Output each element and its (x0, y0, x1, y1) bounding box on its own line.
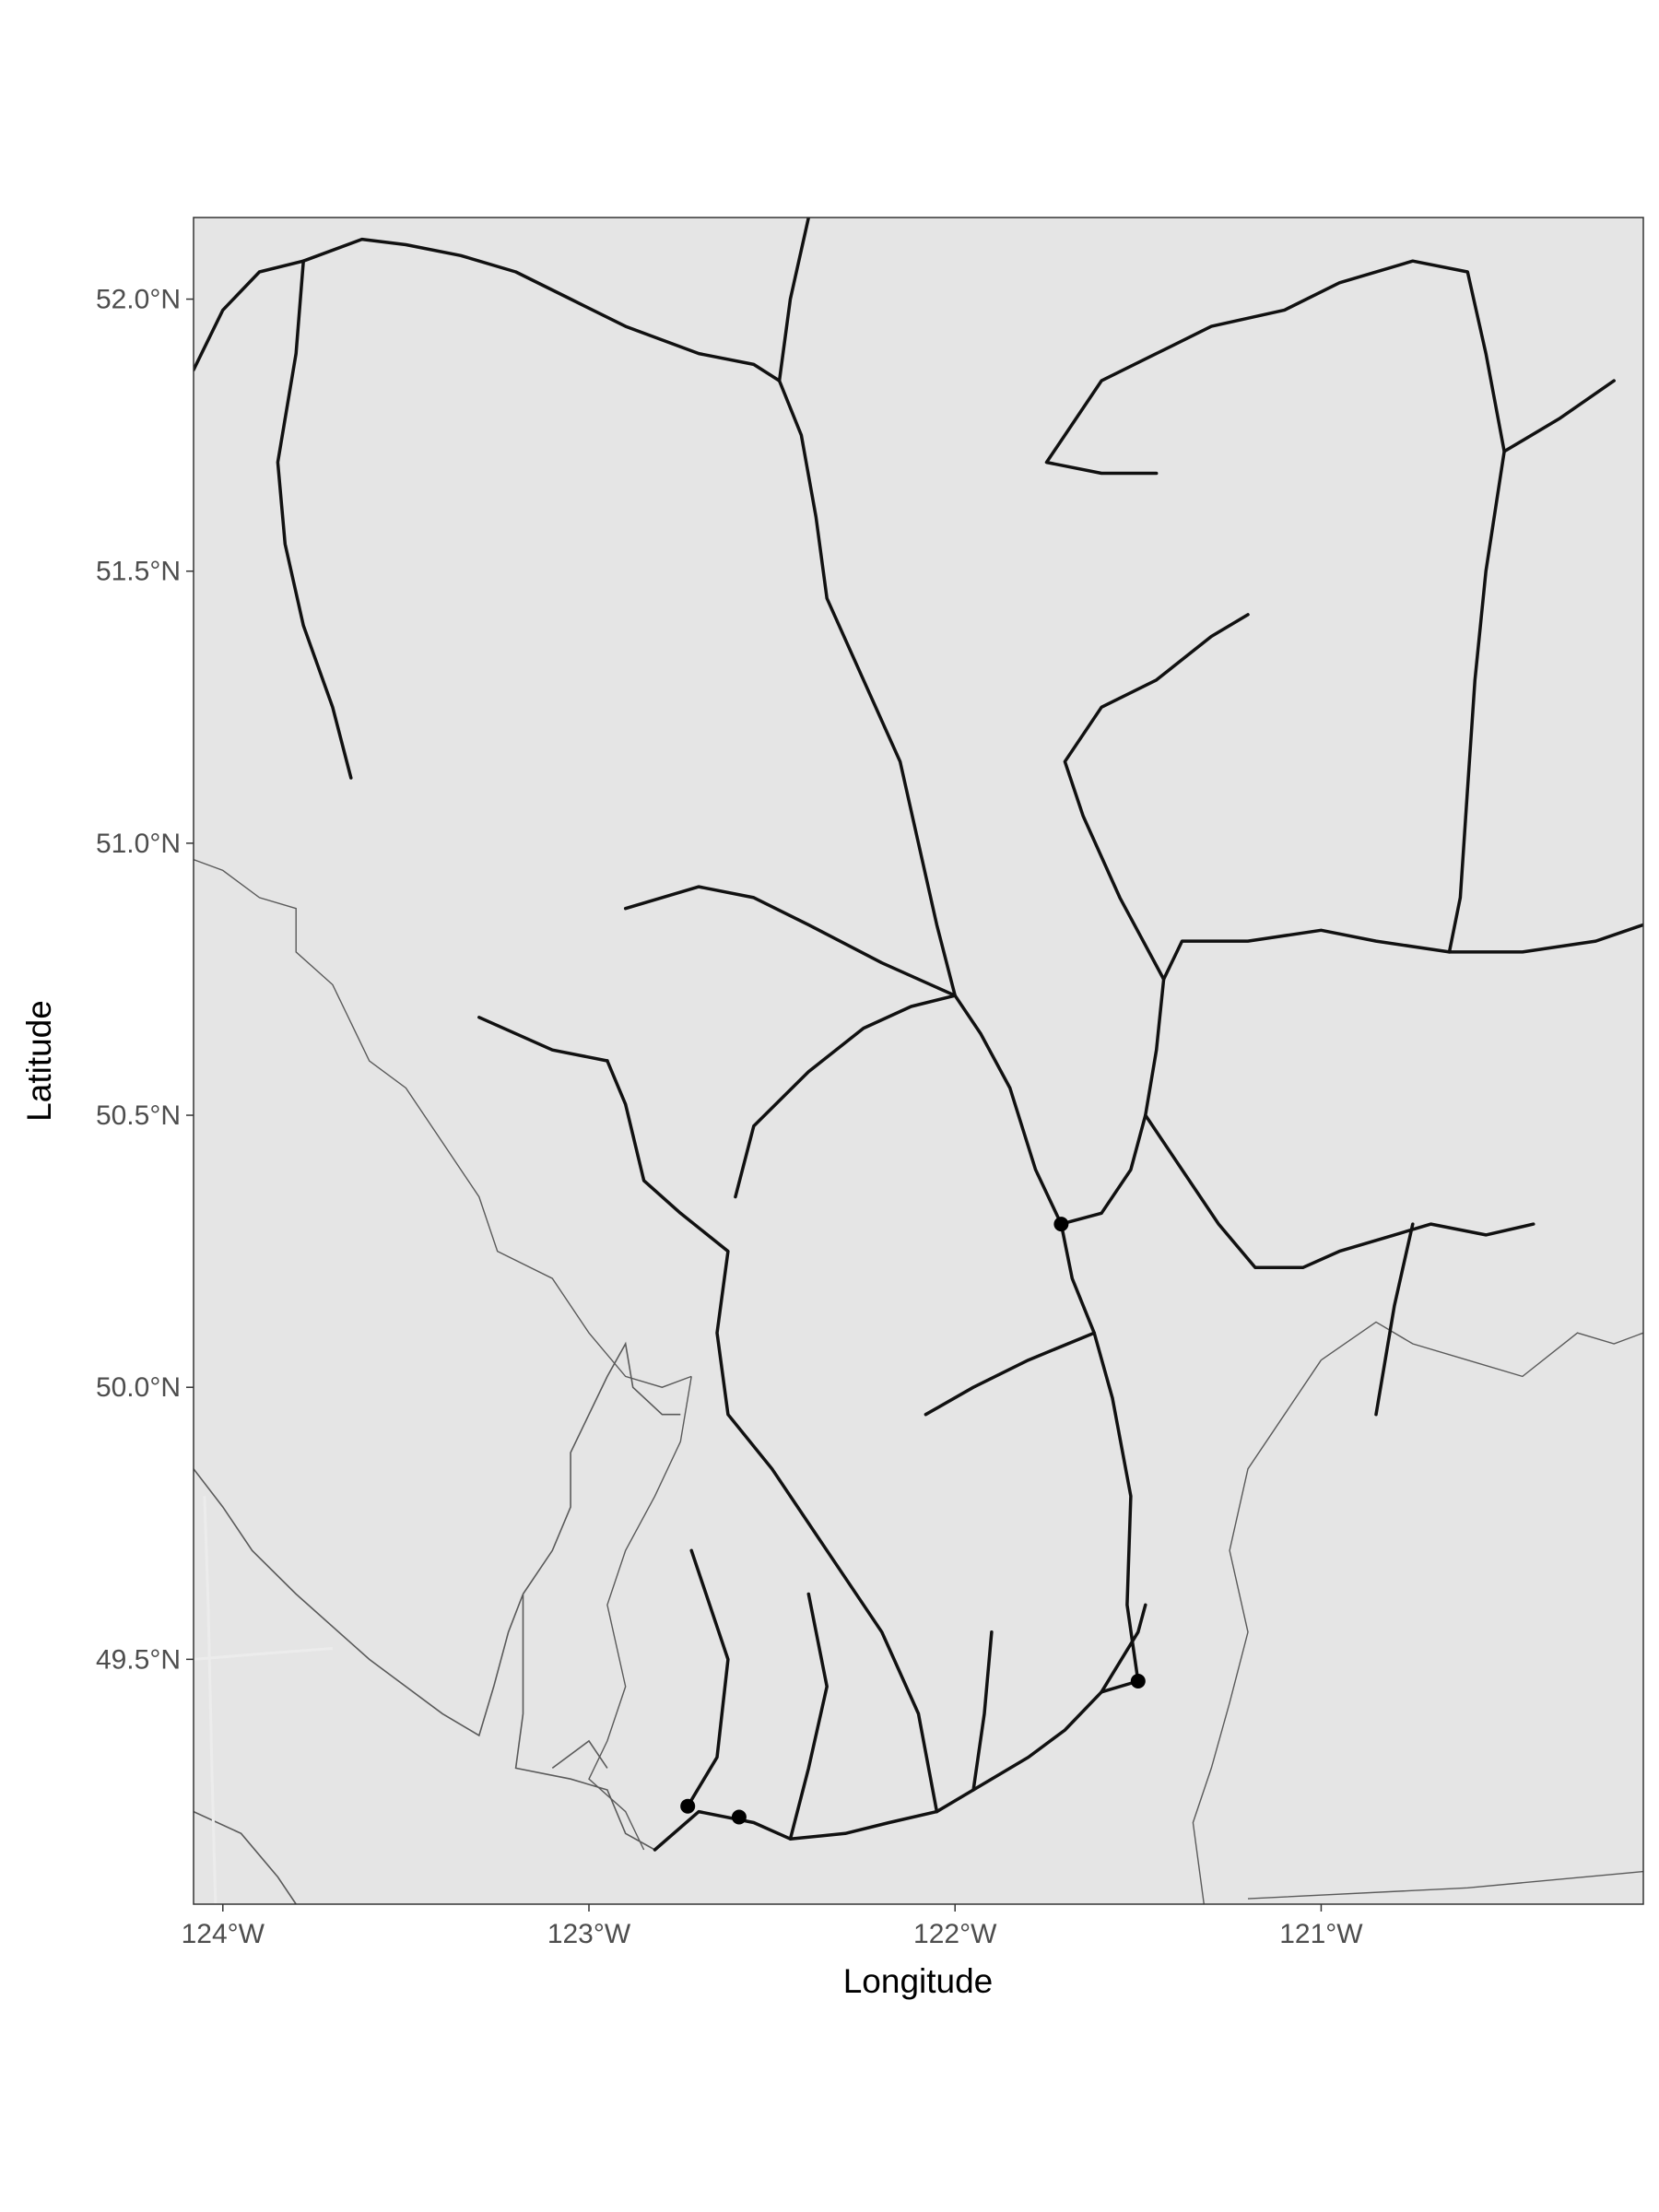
river-line (788, 1592, 829, 1841)
river-line (1447, 379, 1616, 954)
admin-boundary-line (194, 858, 692, 1388)
roads-layer (194, 1496, 334, 1904)
x-tick-label: 122°W (913, 1919, 997, 1949)
admin-boundary-line (1192, 1359, 1322, 1904)
coastline-segment (551, 1739, 608, 1770)
y-tick-label: 52.0°N (96, 285, 181, 315)
station-point (680, 1798, 696, 1814)
river-line (1059, 923, 1643, 1226)
river-line (777, 218, 811, 382)
coastline-segment (194, 1810, 297, 1904)
river-line (301, 237, 782, 382)
road-line (203, 1496, 218, 1904)
y-tick-label: 50.0°N (96, 1372, 181, 1403)
coastline-segment (522, 1341, 681, 1594)
river-line (623, 885, 957, 997)
y-tick-label: 50.5°N (96, 1100, 181, 1131)
river-line (1044, 259, 1506, 476)
admin-boundary-line (1247, 1870, 1643, 1900)
river-line (477, 1016, 609, 1063)
river-line (606, 1059, 939, 1814)
river-line (276, 259, 353, 780)
station-point (1130, 1674, 1146, 1688)
y-tick-label: 51.0°N (96, 829, 181, 859)
coastline-segment (194, 1468, 655, 1851)
river-line (1063, 613, 1250, 982)
river-line (971, 1630, 994, 1792)
admin-boundary-line (1321, 1321, 1643, 1378)
station-point (731, 1809, 747, 1825)
x-tick-label: 121°W (1279, 1919, 1363, 1949)
river-line (734, 994, 957, 1199)
x-axis-title: Longitude (843, 1962, 994, 2000)
river-line (1100, 1603, 1147, 1694)
y-axis-title: Latitude (20, 1000, 58, 1122)
stations-layer (680, 1217, 1146, 1825)
river-line (777, 379, 1064, 1226)
x-axis: 124°W 123°W 122°W 121°W (182, 1904, 1363, 1949)
station-point (1053, 1217, 1069, 1232)
coastline-layer (194, 1341, 681, 1904)
map-panel-background (194, 218, 1643, 1904)
y-tick-label: 49.5°N (96, 1644, 181, 1675)
y-tick-label: 51.5°N (96, 557, 181, 587)
river-line (1059, 1222, 1140, 1683)
river-line (924, 1331, 1096, 1417)
admin-boundary-layer (194, 858, 1643, 1904)
x-tick-label: 124°W (182, 1919, 265, 1949)
river-line (194, 259, 305, 372)
road-line (194, 1647, 334, 1661)
river-line (1144, 1113, 1535, 1270)
y-axis: 49.5°N 50.0°N 50.5°N 51.0°N 51.5°N 52.0°N (96, 285, 194, 1675)
river-line (1374, 1222, 1415, 1417)
map-panel-border (193, 217, 1644, 1905)
river-line (686, 1548, 730, 1808)
admin-boundary-line (588, 1376, 692, 1851)
x-tick-label: 123°W (547, 1919, 631, 1949)
